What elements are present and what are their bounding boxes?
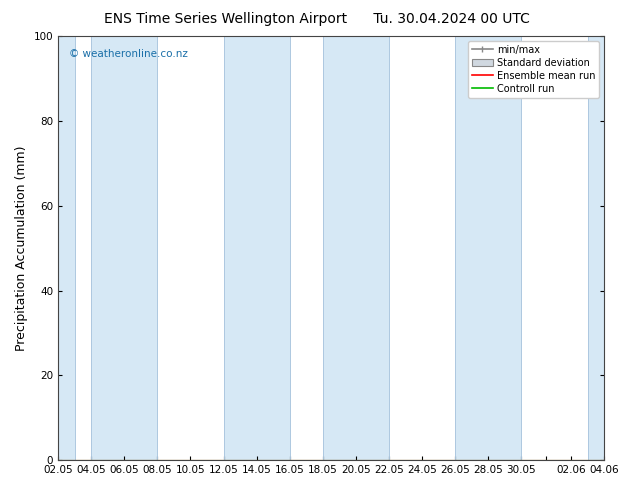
- Bar: [588, 36, 634, 460]
- Legend: min/max, Standard deviation, Ensemble mean run, Controll run: min/max, Standard deviation, Ensemble me…: [468, 41, 599, 98]
- Bar: [41, 36, 75, 460]
- Y-axis label: Precipitation Accumulation (mm): Precipitation Accumulation (mm): [15, 146, 28, 351]
- Bar: [224, 36, 290, 460]
- Text: © weatheronline.co.nz: © weatheronline.co.nz: [69, 49, 188, 59]
- Bar: [323, 36, 389, 460]
- Text: ENS Time Series Wellington Airport      Tu. 30.04.2024 00 UTC: ENS Time Series Wellington Airport Tu. 3…: [104, 12, 530, 26]
- Bar: [91, 36, 157, 460]
- Bar: [455, 36, 521, 460]
